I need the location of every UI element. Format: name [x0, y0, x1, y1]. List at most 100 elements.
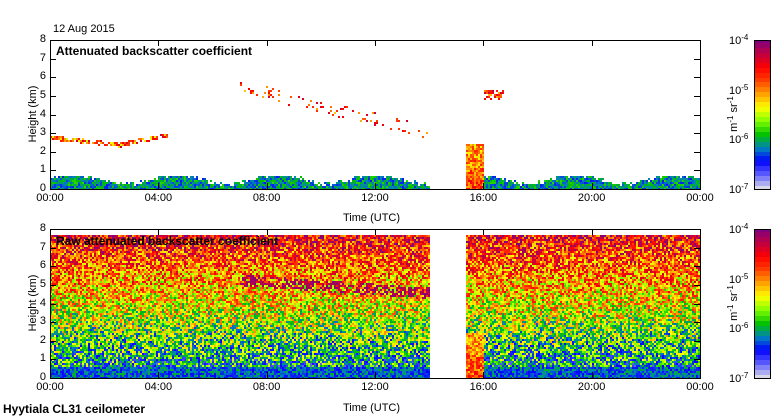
x-axis-label: Time (UTC): [343, 402, 401, 414]
colorbar-tick-exponent: -4: [741, 33, 749, 42]
y-tick-mark: [694, 285, 700, 286]
x-axis-label: Time (UTC): [343, 212, 401, 224]
y-tick-label: 6: [39, 259, 46, 272]
x-tick-mark: [267, 183, 268, 189]
colorbar-tick-label: 10-5: [729, 82, 749, 97]
colorbar-tick-label: 10-4: [729, 33, 749, 47]
y-tick-label: 2: [39, 144, 46, 157]
plot-frame: [50, 229, 701, 379]
colorbar-tick-base: 10: [729, 224, 742, 236]
y-tick-label: 0: [39, 371, 46, 383]
y-tick-label: 3: [39, 315, 46, 328]
colorbar-tick-exponent: -6: [741, 321, 749, 331]
x-tick-label: 12:00: [361, 192, 389, 204]
colorbar-tick-exponent: -5: [741, 271, 749, 281]
x-tick-label: 04:00: [144, 192, 173, 204]
x-tick-mark: [483, 229, 484, 235]
x-tick-label: 20:00: [577, 381, 606, 393]
colorbar-tick-label: 10-7: [729, 371, 749, 385]
colorbar-tick-base: 10: [729, 134, 742, 147]
y-tick-mark: [50, 341, 56, 342]
y-tick-mark: [694, 96, 700, 97]
x-tick-mark: [592, 40, 593, 46]
colorbar-tick-exponent: -6: [741, 132, 749, 142]
y-tick-mark: [50, 304, 56, 305]
y-tick-label: 7: [39, 51, 46, 64]
heatmap-attenuated-backscatter: [50, 40, 700, 189]
x-tick-mark: [158, 40, 159, 46]
colorbar-tick-exponent: -5: [741, 82, 749, 92]
y-tick-mark: [50, 248, 56, 249]
y-tick-mark: [50, 266, 56, 267]
y-tick-mark: [50, 59, 56, 60]
x-tick-mark: [375, 183, 376, 189]
y-tick-mark: [50, 170, 56, 171]
y-tick-label: 5: [39, 277, 46, 290]
y-tick-mark: [50, 115, 56, 116]
x-tick-mark: [483, 183, 484, 189]
x-tick-mark: [592, 372, 593, 378]
x-tick-mark: [483, 40, 484, 46]
colorbar-tick-label: 10-4: [729, 223, 748, 236]
colorbar-unit-part: m: [728, 122, 740, 132]
y-tick-label: 5: [39, 88, 46, 101]
x-tick-label: 00:00: [686, 381, 714, 393]
y-tick-label: 1: [39, 352, 46, 365]
colorbar-tick-label: 10-6: [729, 321, 749, 335]
colorbar-gradient: [754, 40, 770, 189]
y-tick-label: 7: [39, 240, 46, 253]
colorbar-unit-part: -1: [726, 304, 735, 312]
y-tick-label: 6: [39, 70, 46, 83]
y-tick-mark: [694, 152, 700, 153]
y-tick-mark: [694, 341, 700, 342]
x-tick-mark: [158, 183, 159, 189]
x-tick-label: 12:00: [361, 381, 389, 393]
colorbar-unit-label: m-1 sr-1: [726, 263, 740, 343]
colorbar-frame: [754, 40, 771, 190]
y-tick-label: 4: [39, 296, 46, 309]
y-tick-mark: [694, 115, 700, 116]
y-tick-mark: [50, 285, 56, 286]
colorbar-unit-part: sr: [728, 291, 740, 305]
y-tick-mark: [50, 359, 56, 360]
x-tick-mark: [375, 229, 376, 235]
colorbar-unit-part: -1: [726, 95, 735, 103]
heatmap-raw-attenuated-backscatter: [50, 229, 700, 378]
y-tick-label: 1: [39, 163, 46, 176]
x-tick-mark: [483, 372, 484, 378]
y-tick-mark: [694, 248, 700, 249]
colorbar-unit-part: -1: [726, 115, 735, 123]
y-tick-mark: [50, 77, 56, 78]
colorbar-tick-base: 10: [729, 184, 742, 196]
x-tick-mark: [592, 183, 593, 189]
y-tick-label: 8: [39, 222, 46, 234]
x-tick-label: 00:00: [36, 381, 64, 393]
y-tick-label: 4: [39, 107, 46, 120]
y-tick-label: 0: [39, 182, 46, 194]
colorbar-tick-exponent: -7: [741, 182, 749, 191]
x-tick-label: 00:00: [686, 192, 714, 204]
x-tick-label: 08:00: [252, 192, 281, 204]
plot-title: Attenuated backscatter coefficient: [56, 44, 253, 58]
colorbar-gradient: [754, 229, 770, 378]
y-tick-mark: [694, 170, 700, 171]
colorbar-tick-base: 10: [729, 373, 742, 385]
colorbar-frame: [754, 229, 771, 379]
y-tick-label: 3: [39, 126, 46, 139]
y-tick-mark: [694, 359, 700, 360]
y-tick-label: 2: [39, 333, 46, 346]
y-tick-mark: [694, 59, 700, 60]
x-tick-label: 20:00: [577, 192, 606, 204]
colorbar-tick-base: 10: [729, 84, 742, 97]
y-tick-mark: [50, 96, 56, 97]
y-tick-label: 8: [39, 33, 46, 45]
x-tick-label: 08:00: [252, 381, 281, 393]
x-tick-label: 04:00: [144, 381, 173, 393]
colorbar-tick-exponent: -7: [741, 371, 749, 380]
colorbar-tick-label: 10-5: [729, 271, 749, 286]
y-tick-mark: [694, 322, 700, 323]
y-tick-mark: [694, 77, 700, 78]
instrument-label: Hyytiala CL31 ceilometer: [3, 402, 146, 416]
x-tick-mark: [375, 40, 376, 46]
x-tick-mark: [267, 40, 268, 46]
